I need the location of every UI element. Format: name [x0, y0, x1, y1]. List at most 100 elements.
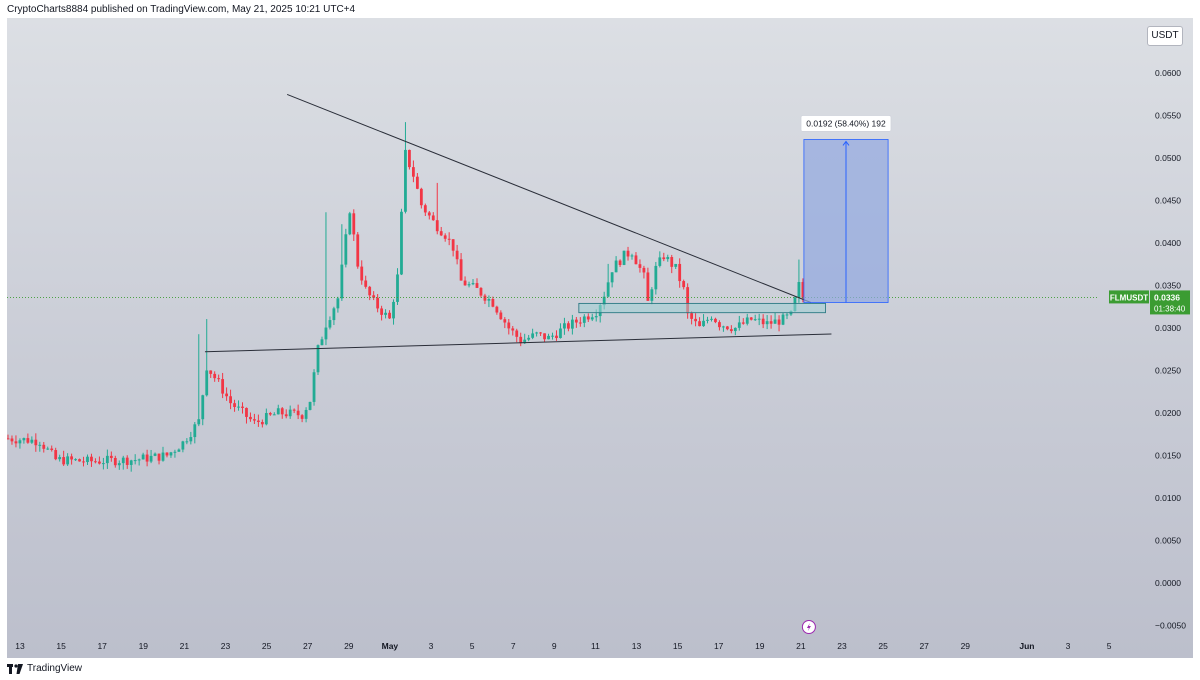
candle-body — [555, 335, 558, 339]
candle-body — [427, 212, 431, 216]
candle-body — [26, 438, 30, 443]
candle-body — [70, 456, 73, 460]
price-range-label-box — [800, 115, 892, 132]
candle-body — [606, 282, 610, 297]
candle-body — [463, 280, 467, 286]
x-tick-label: 21 — [180, 641, 190, 651]
candle-body — [706, 319, 709, 321]
candle-body — [121, 457, 125, 464]
candle-body — [781, 314, 785, 325]
candle-body — [288, 409, 292, 417]
candle-body — [217, 378, 221, 380]
candle-body — [459, 259, 463, 281]
candle-body — [109, 455, 113, 458]
tradingview-logo-icon — [7, 663, 23, 674]
candle-body — [316, 345, 320, 373]
candle-body — [475, 283, 479, 288]
x-tick-label: 7 — [511, 641, 516, 651]
y-tick-label: 0.0600 — [1155, 68, 1181, 78]
candle-body — [376, 297, 380, 309]
candle-body — [559, 328, 562, 339]
candle-body — [714, 318, 717, 323]
x-tick-label: 3 — [1066, 641, 1071, 651]
ascending-support-trendline — [204, 333, 832, 353]
x-tick-label: 25 — [262, 641, 272, 651]
candle-body — [586, 316, 590, 320]
candle-body — [666, 257, 670, 260]
candle-body — [18, 440, 22, 444]
candle-body — [431, 215, 435, 221]
x-tick-label: 15 — [56, 641, 66, 651]
candle-body — [749, 317, 753, 320]
candle-body — [388, 312, 391, 319]
candle-body — [443, 235, 447, 239]
candle-body — [797, 282, 801, 298]
x-tick-label: 29 — [961, 641, 971, 651]
candle-body — [50, 448, 54, 451]
candle-body — [7, 438, 10, 440]
descending-resistance-trendline — [286, 93, 812, 303]
candle-body — [519, 336, 523, 344]
candle-body — [193, 424, 197, 438]
candle-body — [229, 396, 232, 404]
candle-body — [400, 211, 403, 275]
candle-body — [487, 299, 491, 301]
y-tick-label: 0.0000 — [1155, 578, 1181, 588]
symbol-badge — [1109, 290, 1149, 304]
y-tick-label: 0.0050 — [1155, 535, 1181, 545]
candle-body — [654, 265, 658, 290]
candle-body — [634, 255, 638, 265]
candle-body — [62, 457, 66, 465]
x-tick-label: 27 — [303, 641, 313, 651]
price-chart[interactable]: 0.06000.05500.05000.04500.04000.03500.03… — [7, 18, 1193, 658]
candle-body — [245, 407, 248, 417]
x-tick-label: 9 — [552, 641, 557, 651]
candle-body — [658, 257, 662, 266]
candle-body — [125, 457, 129, 465]
candle-body — [396, 274, 399, 302]
x-tick-label: 23 — [837, 641, 847, 651]
x-tick-label: 13 — [15, 641, 25, 651]
candle-body — [340, 264, 344, 299]
y-tick-label: 0.0100 — [1155, 493, 1181, 503]
candle-body — [260, 421, 264, 425]
candle-body — [344, 234, 348, 265]
symbol-label: FLMUSDT — [1110, 293, 1148, 302]
candle-body — [221, 379, 225, 394]
candle-body — [578, 322, 582, 324]
candle-body — [662, 257, 666, 260]
candle-body — [467, 284, 471, 286]
candle-body — [268, 413, 272, 415]
y-tick-label: −0.0050 — [1155, 620, 1186, 630]
candle-body — [718, 322, 721, 328]
candle-body — [336, 298, 340, 309]
x-tick-label: 21 — [796, 641, 806, 651]
candle-body — [149, 455, 153, 462]
candle-body — [614, 260, 618, 273]
x-tick-label: Jun — [1019, 641, 1034, 651]
candle-body — [173, 451, 177, 453]
x-tick-label: 27 — [919, 641, 929, 651]
x-tick-label: 11 — [591, 641, 600, 651]
candle-body — [145, 454, 149, 462]
candle-body — [423, 205, 427, 213]
currency-selector-button[interactable]: USDT — [1147, 26, 1183, 46]
candle-body — [141, 454, 145, 460]
candle-body — [74, 459, 77, 461]
candle-body — [610, 272, 614, 283]
candle-body — [618, 260, 622, 265]
candle-body — [570, 319, 574, 329]
candle-body — [233, 403, 236, 407]
candle-body — [527, 337, 531, 340]
x-tick-label: 3 — [429, 641, 434, 651]
chart-frame[interactable]: 0.0600 0.0550 0.0500 0.0450 0.0400 0.0350 0.03… — [7, 18, 1193, 658]
candle-body — [567, 323, 570, 329]
candle-body — [765, 321, 769, 325]
candle-body — [209, 370, 213, 374]
y-tick-label: 0.0350 — [1155, 281, 1181, 291]
candle-body — [185, 441, 189, 443]
candle-body — [574, 319, 578, 323]
x-tick-label: 23 — [221, 641, 231, 651]
candle-body — [312, 372, 316, 402]
candle-body — [777, 319, 781, 325]
